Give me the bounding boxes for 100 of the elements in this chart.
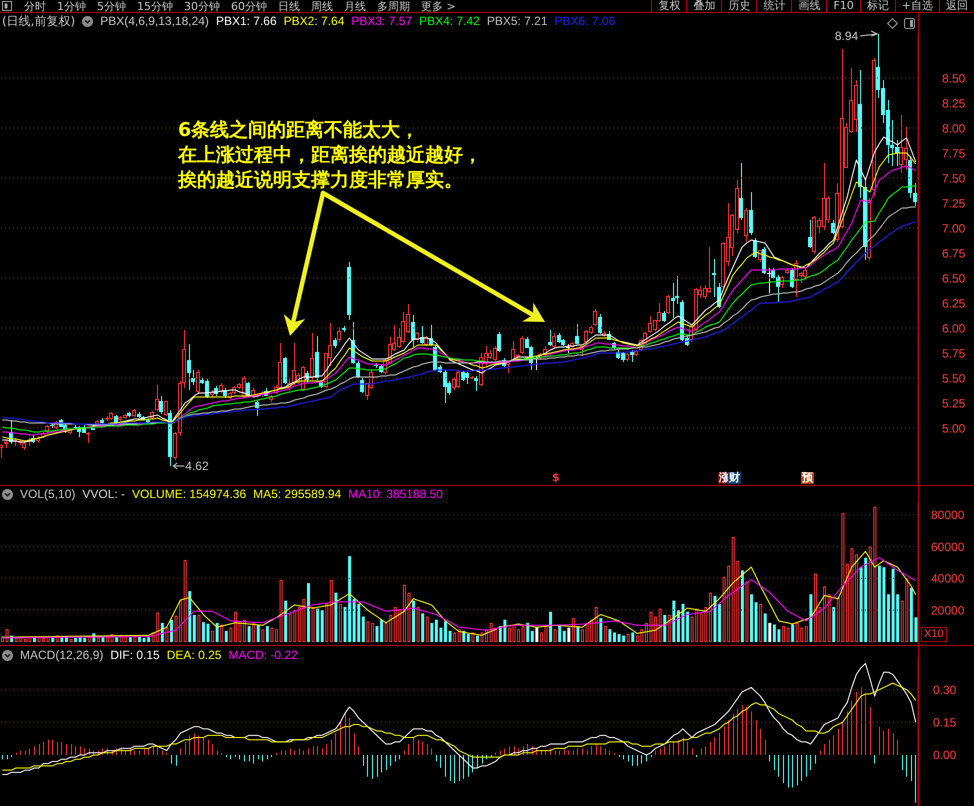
candlestick	[803, 268, 807, 280]
bar	[453, 632, 456, 642]
annotation: MACD: -0.22	[228, 648, 298, 662]
y-axis-title: X10	[924, 628, 944, 640]
text: 5分钟	[97, 0, 126, 12]
y-tick-label: 5.50	[942, 371, 966, 386]
candlestick	[465, 372, 469, 384]
text: VOLUME: 154974.36	[132, 487, 246, 501]
bar	[558, 624, 562, 642]
text: PBX4: 7.42	[419, 14, 480, 28]
candlestick	[749, 192, 753, 236]
text: VVOL: -	[82, 487, 126, 501]
bar	[284, 600, 288, 642]
bar	[567, 628, 570, 642]
bar	[476, 636, 479, 642]
candlestick	[758, 250, 762, 262]
candlestick	[173, 432, 177, 460]
text: PBX1: 7.66	[216, 14, 277, 28]
y-tick-label: 7.50	[942, 171, 966, 186]
bar	[768, 622, 772, 642]
y-tick-label: 0.15	[933, 716, 957, 730]
bar	[138, 636, 142, 642]
bar	[576, 626, 580, 642]
text: 日线	[278, 0, 300, 12]
candlestick	[196, 370, 200, 394]
bar	[88, 636, 91, 642]
candlestick	[337, 326, 341, 342]
bar	[526, 622, 530, 642]
bar	[791, 624, 794, 642]
bar	[796, 622, 799, 642]
bar	[554, 629, 557, 642]
candlestick	[164, 400, 168, 416]
bar	[252, 622, 256, 642]
bar	[32, 638, 36, 642]
bar	[338, 604, 342, 642]
bar	[631, 632, 634, 642]
bar	[535, 628, 538, 642]
bar	[416, 607, 420, 642]
bar	[307, 583, 310, 642]
candlestick	[790, 268, 794, 288]
text: MA10: 385188.50	[348, 487, 443, 501]
bar	[804, 626, 808, 642]
bar	[873, 506, 876, 642]
bar	[165, 628, 168, 642]
bar	[745, 582, 748, 642]
bar	[900, 600, 904, 642]
text: 60分钟	[231, 0, 267, 12]
candlestick	[707, 246, 711, 294]
text: 月线	[344, 0, 366, 12]
text: 复权	[658, 0, 680, 12]
candlestick	[831, 220, 835, 234]
candlestick	[187, 344, 191, 390]
bar	[256, 624, 260, 642]
legend-title: MACD(12,26,9)	[20, 648, 104, 662]
bar	[330, 580, 333, 642]
bar	[750, 594, 754, 642]
text: 标记	[866, 0, 889, 12]
y-tick-label: 7.00	[942, 221, 966, 236]
annotation: $	[552, 471, 560, 484]
bar	[96, 637, 100, 642]
annotation: 预	[802, 471, 813, 484]
bar	[370, 622, 374, 642]
bar	[421, 613, 424, 642]
text: 历史	[728, 0, 750, 12]
bar	[288, 613, 292, 642]
bar	[28, 636, 32, 642]
bar	[362, 616, 365, 642]
bar	[14, 638, 18, 642]
bar	[412, 600, 416, 642]
annotation: 挨的越近说明支撑力度非常厚实。	[178, 169, 463, 191]
line-series	[2, 663, 916, 776]
bar	[302, 599, 306, 642]
text: 更多 >	[421, 0, 456, 12]
bar	[216, 622, 219, 642]
text: DEA: 0.25	[166, 648, 222, 662]
bar	[426, 616, 429, 642]
candlestick	[913, 182, 917, 206]
candlestick	[666, 294, 670, 314]
text: 15分钟	[137, 0, 173, 12]
bar	[736, 560, 740, 642]
bar	[152, 632, 155, 642]
y-tick-label: 6.75	[942, 246, 966, 260]
bar	[480, 632, 484, 642]
bar	[471, 632, 474, 642]
bar	[466, 634, 470, 642]
y-tick-label: 8.00	[942, 121, 966, 136]
bar	[248, 626, 251, 642]
bar	[740, 570, 744, 642]
bar	[572, 618, 575, 642]
candlestick	[548, 330, 552, 346]
candlestick	[520, 336, 524, 354]
bar	[56, 636, 59, 642]
annotation: 财	[729, 471, 740, 484]
text: PBX2: 7.64	[284, 14, 344, 28]
candlestick	[808, 220, 812, 248]
bar	[494, 628, 498, 642]
bar	[133, 636, 136, 642]
candlestick	[575, 324, 579, 344]
bar	[70, 638, 73, 642]
y-tick-label: 6.50	[942, 271, 966, 286]
